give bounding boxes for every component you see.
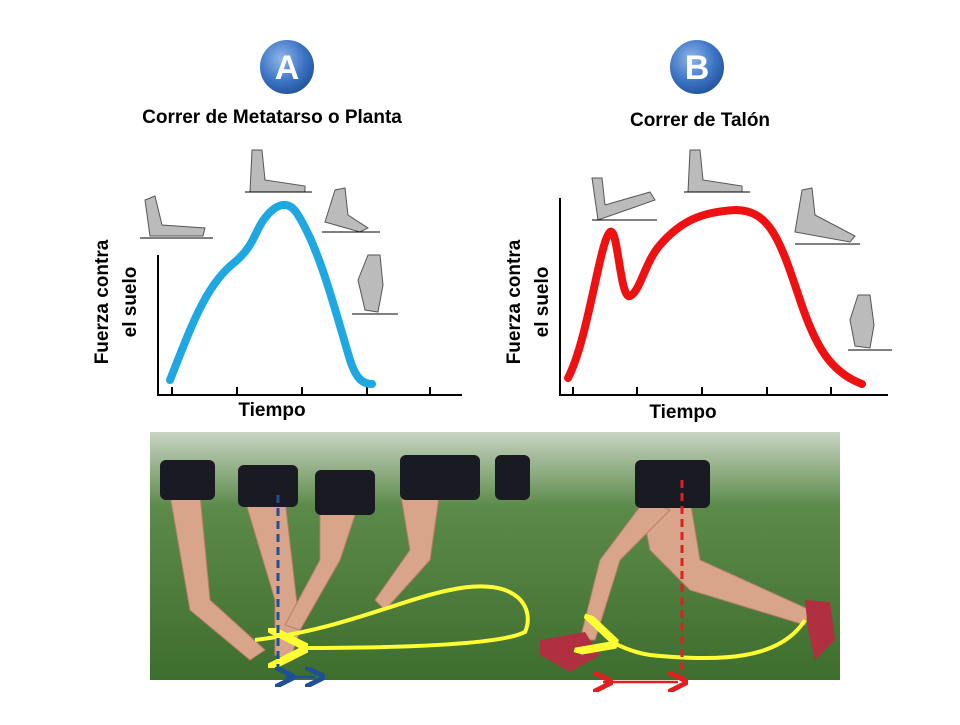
axes [559, 198, 888, 396]
panel-title: Correr de Metatarso o Planta [142, 107, 402, 128]
foot-icon [249, 149, 306, 193]
badge-circle [668, 38, 726, 96]
foot-icon [687, 149, 743, 193]
x-axis-label: Tiempo [649, 402, 716, 423]
y-axis-label: el suelo [532, 267, 553, 338]
trajectory-arrow [254, 584, 530, 648]
shoe [805, 600, 835, 660]
foot-icon [357, 254, 384, 313]
badge-label: B [685, 49, 710, 87]
y-axis-label: el suelo [120, 267, 141, 338]
panel-b: B Correr de Talón Fuerza contra el suelo… [504, 38, 892, 423]
shorts [315, 470, 375, 515]
badge-label: A [275, 49, 300, 87]
shorts [635, 460, 710, 508]
foot-icon [591, 177, 656, 221]
panel-title: Correr de Talón [630, 110, 770, 131]
foot-icons [140, 149, 398, 315]
y-axis-label: Fuerza contra [92, 239, 113, 364]
foot-icon [324, 187, 370, 233]
runner-shorts [160, 455, 710, 515]
badge-circle [258, 38, 316, 96]
force-curve [564, 205, 866, 388]
axes [157, 255, 462, 396]
shorts [495, 455, 530, 500]
y-axis-label: Fuerza contra [504, 239, 525, 364]
foot-icon [794, 187, 856, 243]
foot-icon [144, 195, 206, 237]
runner-photo [150, 432, 840, 682]
foot-icon [849, 294, 875, 349]
x-axis-label: Tiempo [238, 400, 305, 421]
shorts [238, 465, 298, 507]
shorts [400, 455, 480, 500]
foot-icons [591, 149, 892, 351]
trajectory-arrow [610, 620, 807, 661]
runner-legs [169, 489, 811, 661]
panel-a: A Correr de Metatarso o Planta Fuerza co… [92, 38, 462, 421]
force-curve [166, 201, 376, 388]
shorts [160, 460, 215, 500]
